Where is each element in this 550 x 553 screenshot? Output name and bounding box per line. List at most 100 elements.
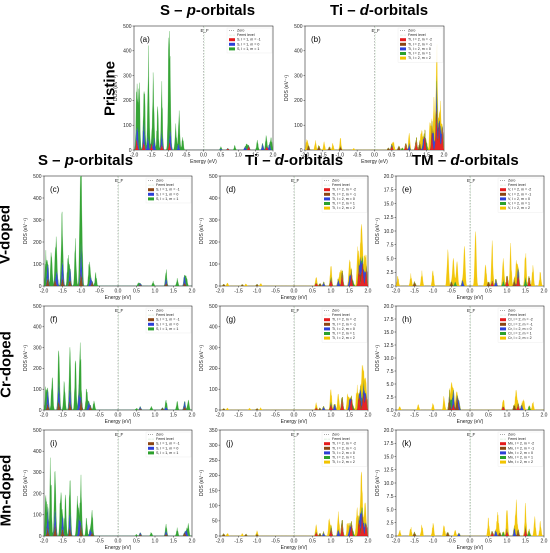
panel-c: E_F -2.0 -1.5 -1.0 -0.5 0.0 0.5 1.0 1.5 2.0 0 100 20… bbox=[22, 170, 196, 301]
series-s-l-1-m-1 bbox=[44, 342, 192, 410]
series-group bbox=[396, 231, 544, 286]
legend-entry: Fermi level bbox=[508, 437, 526, 441]
legend-entry: S, l = 1, m = -1 bbox=[237, 38, 261, 42]
panel-label: (i) bbox=[50, 439, 57, 448]
legend-swatch bbox=[148, 451, 154, 455]
x-tick-label: 2.0 bbox=[365, 539, 372, 545]
y-axis-label: DOS (eV⁻¹) bbox=[23, 345, 29, 371]
x-tick-label: 0.0 bbox=[115, 413, 122, 419]
y-tick-label: 20.0 bbox=[384, 304, 394, 310]
x-tick-label: -1.0 bbox=[164, 153, 173, 159]
y-tick-label: 15.0 bbox=[384, 330, 394, 336]
y-tick-label: 0.0 bbox=[387, 284, 394, 290]
legend-swatch bbox=[500, 206, 506, 210]
x-tick-label: 2.0 bbox=[541, 413, 548, 419]
y-tick-label: 500 bbox=[33, 174, 42, 180]
legend-entry: Zero bbox=[332, 179, 339, 183]
fermi-label: E_F bbox=[291, 432, 300, 437]
legend-swatch bbox=[500, 188, 506, 192]
y-tick-label: 10.0 bbox=[384, 481, 394, 487]
series-group bbox=[220, 471, 368, 536]
series-s-l-1-m-1 bbox=[134, 138, 273, 150]
x-tick-label: -1.0 bbox=[429, 413, 438, 419]
legend-entry: Zero bbox=[508, 309, 515, 313]
legend-entry: Ti, l = 2, m = -2 bbox=[332, 442, 356, 446]
y-tick-label: 15.0 bbox=[384, 454, 394, 460]
x-tick-label: -0.5 bbox=[447, 289, 456, 295]
legend-entry: Zero bbox=[508, 433, 515, 437]
x-tick-label: -2.0 bbox=[392, 289, 401, 295]
x-tick-label: -1.5 bbox=[318, 153, 327, 159]
x-tick-label: -1.5 bbox=[58, 539, 67, 545]
x-tick-label: 0.0 bbox=[115, 289, 122, 295]
y-axis-label: DOS (eV⁻¹) bbox=[23, 218, 29, 244]
y-axis-label: DOS (eV⁻¹) bbox=[375, 470, 381, 496]
legend-entry: Ti, l = 2, m = -1 bbox=[332, 192, 356, 196]
x-tick-label: -1.0 bbox=[253, 413, 262, 419]
x-tick-label: 1.5 bbox=[170, 289, 177, 295]
panel-b: E_F -2.0 -1.5 -1.0 -0.5 0.0 0.5 1.0 1.5 2.0 0 100 20… bbox=[283, 20, 448, 165]
x-tick-label: -1.5 bbox=[147, 153, 156, 159]
legend-swatch bbox=[500, 442, 506, 446]
series-ti-l-2-m-1 bbox=[220, 255, 368, 286]
x-tick-label: 0.5 bbox=[485, 413, 492, 419]
legend-swatch bbox=[324, 451, 330, 455]
legend-swatch bbox=[148, 318, 154, 322]
legend-swatch bbox=[500, 197, 506, 201]
x-tick-label: 0.5 bbox=[309, 289, 316, 295]
x-tick-label: -2.0 bbox=[301, 153, 310, 159]
panel-label: (a) bbox=[140, 35, 150, 44]
legend-swatch bbox=[324, 202, 330, 205]
y-tick-label: 200 bbox=[294, 98, 303, 104]
y-tick-label: 400 bbox=[33, 196, 42, 202]
legend-swatch bbox=[324, 456, 330, 459]
legend-swatch bbox=[148, 197, 154, 201]
y-tick-label: 2.5 bbox=[387, 270, 394, 276]
legend-swatch bbox=[229, 38, 235, 42]
x-tick-label: 1.0 bbox=[235, 153, 242, 159]
legend-entry: Ti, l = 2, m = 1 bbox=[332, 456, 355, 460]
row-label-v-doped: V-doped bbox=[0, 204, 14, 265]
y-tick-label: 7.5 bbox=[387, 243, 394, 249]
x-tick-label: -0.5 bbox=[271, 539, 280, 545]
legend-swatch bbox=[324, 336, 330, 340]
legend-swatch bbox=[148, 188, 154, 192]
series-ti-l-2-m-2 bbox=[220, 365, 368, 410]
legend-entry: Ti, l = 2, m = 2 bbox=[332, 460, 355, 464]
legend-entry: V, l = 2, m = -2 bbox=[508, 188, 531, 192]
y-axis-label: DOS (eV⁻¹) bbox=[199, 218, 205, 244]
legend-entry: S, l = 1, m = 1 bbox=[156, 451, 178, 455]
y-tick-label: 0 bbox=[39, 534, 42, 540]
x-tick-label: 1.5 bbox=[346, 413, 353, 419]
legend-swatch bbox=[500, 322, 506, 326]
x-tick-label: 2.0 bbox=[365, 413, 372, 419]
legend-swatch bbox=[229, 42, 235, 46]
x-axis-label: Energy (eV) bbox=[361, 159, 388, 165]
legend-entry: S, l = 1, m = 1 bbox=[156, 327, 178, 331]
y-tick-label: 300 bbox=[209, 345, 218, 351]
legend-entry: Zero bbox=[508, 179, 515, 183]
x-tick-label: 0.5 bbox=[388, 153, 395, 159]
fermi-label: E_F bbox=[115, 308, 124, 313]
panel-g: E_F -2.0 -1.5 -1.0 -0.5 0.0 0.5 1.0 1.5 2.0 0 100 20… bbox=[198, 300, 372, 425]
fermi-label: E_F bbox=[467, 308, 476, 313]
y-tick-label: 50 bbox=[212, 519, 218, 525]
legend-entry: Ti, l = 2, m = 1 bbox=[332, 332, 355, 336]
header-doped-ti: Ti – d-orbitals bbox=[245, 152, 344, 169]
chart-f: E_F -2.0 -1.5 -1.0 -0.5 0.0 0.5 1.0 1.5 2.0 0 100 20… bbox=[23, 304, 196, 425]
y-tick-label: 500 bbox=[294, 24, 303, 30]
legend-entry: Ti, l = 2, m = 0 bbox=[332, 327, 355, 331]
x-tick-label: 1.5 bbox=[252, 153, 259, 159]
legend-swatch bbox=[148, 442, 154, 446]
legend-entry: Ti, l = 2, m = -1 bbox=[408, 42, 432, 46]
series-group bbox=[44, 176, 192, 286]
x-tick-label: 0.0 bbox=[291, 289, 298, 295]
x-tick-label: 0.0 bbox=[291, 539, 298, 545]
legend-entry: Ti, l = 2, m = 1 bbox=[332, 202, 355, 206]
x-tick-label: 2.0 bbox=[441, 153, 448, 159]
x-tick-label: 1.0 bbox=[152, 413, 159, 419]
legend-entry: Fermi level bbox=[237, 33, 255, 37]
x-tick-label: 0.5 bbox=[217, 153, 224, 159]
y-tick-label: 300 bbox=[294, 73, 303, 79]
